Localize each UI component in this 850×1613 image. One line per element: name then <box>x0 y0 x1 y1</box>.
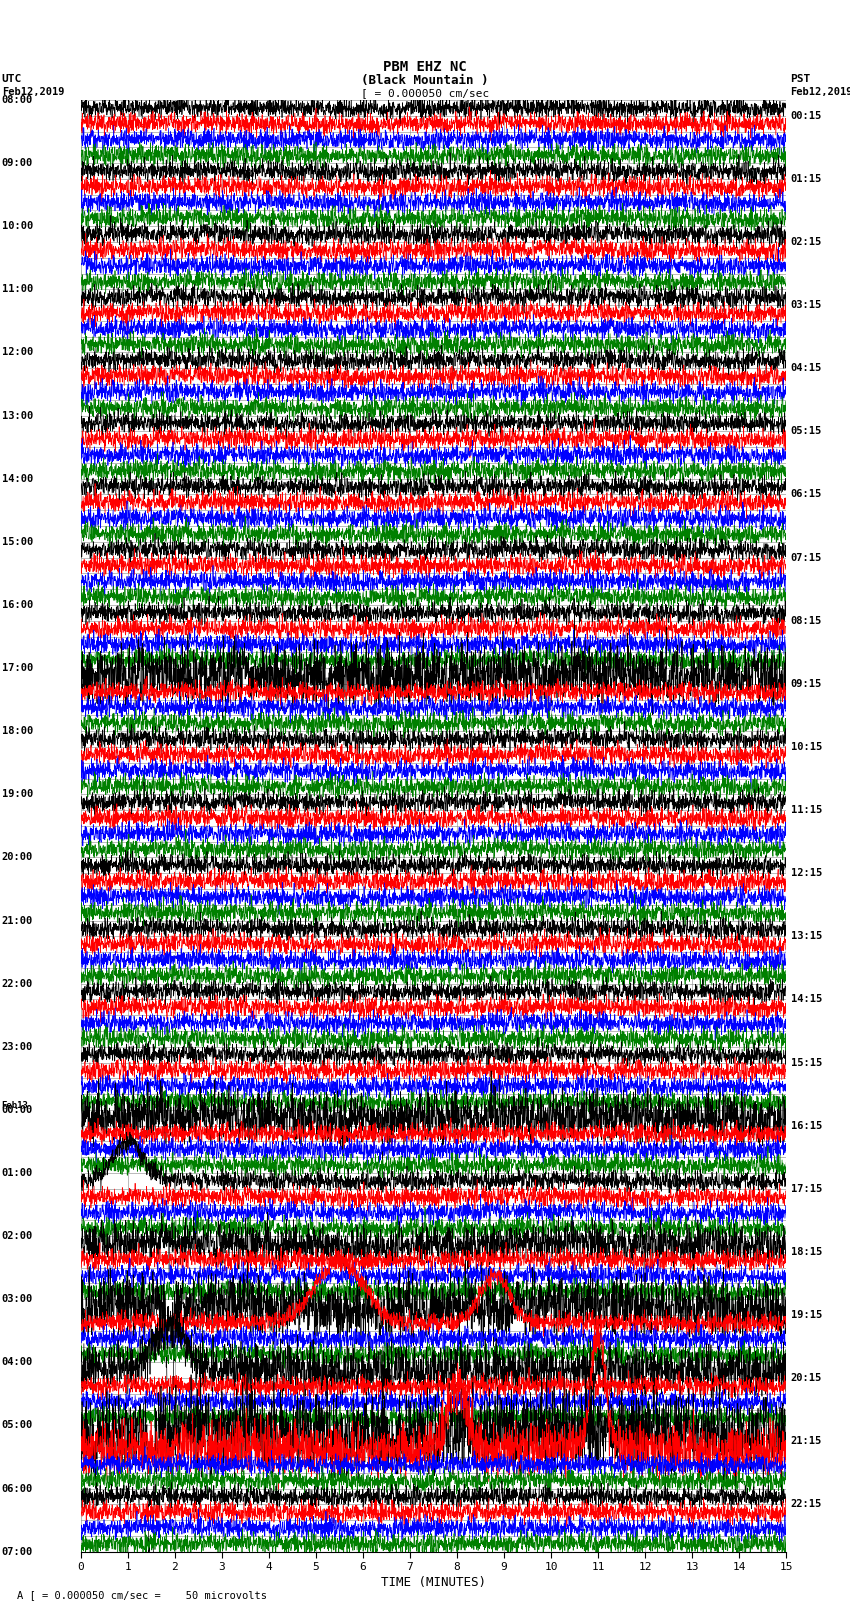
Text: 06:15: 06:15 <box>790 489 822 500</box>
Text: 07:00: 07:00 <box>2 1547 33 1557</box>
Text: 21:00: 21:00 <box>2 916 33 926</box>
Text: 11:00: 11:00 <box>2 284 33 294</box>
Text: PST: PST <box>790 74 811 84</box>
Text: 20:00: 20:00 <box>2 852 33 863</box>
Text: 22:00: 22:00 <box>2 979 33 989</box>
Text: 10:15: 10:15 <box>790 742 822 752</box>
Text: 19:00: 19:00 <box>2 789 33 800</box>
Text: 21:15: 21:15 <box>790 1436 822 1447</box>
Text: A [ = 0.000050 cm/sec =    50 microvolts: A [ = 0.000050 cm/sec = 50 microvolts <box>17 1590 267 1600</box>
Text: 18:00: 18:00 <box>2 726 33 736</box>
Text: [ = 0.000050 cm/sec: [ = 0.000050 cm/sec <box>361 89 489 98</box>
Text: 10:00: 10:00 <box>2 221 33 231</box>
Text: 00:00: 00:00 <box>2 1105 33 1115</box>
Text: Feb13: Feb13 <box>2 1102 29 1110</box>
Text: 17:15: 17:15 <box>790 1184 822 1194</box>
Text: 04:00: 04:00 <box>2 1358 33 1368</box>
Text: 02:15: 02:15 <box>790 237 822 247</box>
Text: 03:15: 03:15 <box>790 300 822 310</box>
Text: 03:00: 03:00 <box>2 1294 33 1305</box>
Text: 09:15: 09:15 <box>790 679 822 689</box>
Text: 16:00: 16:00 <box>2 600 33 610</box>
Text: 22:15: 22:15 <box>790 1500 822 1510</box>
Text: 15:15: 15:15 <box>790 1058 822 1068</box>
Text: 05:15: 05:15 <box>790 426 822 437</box>
Text: Feb12,2019: Feb12,2019 <box>2 87 65 97</box>
Text: 06:00: 06:00 <box>2 1484 33 1494</box>
Text: 02:00: 02:00 <box>2 1231 33 1240</box>
Text: 15:00: 15:00 <box>2 537 33 547</box>
Text: 01:15: 01:15 <box>790 174 822 184</box>
X-axis label: TIME (MINUTES): TIME (MINUTES) <box>381 1576 486 1589</box>
Text: 00:15: 00:15 <box>790 111 822 121</box>
Text: 18:15: 18:15 <box>790 1247 822 1257</box>
Text: 20:15: 20:15 <box>790 1373 822 1382</box>
Text: 08:00: 08:00 <box>2 95 33 105</box>
Text: 01:00: 01:00 <box>2 1168 33 1177</box>
Text: 16:15: 16:15 <box>790 1121 822 1131</box>
Text: PBM EHZ NC: PBM EHZ NC <box>383 60 467 74</box>
Text: 12:15: 12:15 <box>790 868 822 877</box>
Text: 08:15: 08:15 <box>790 616 822 626</box>
Text: 07:15: 07:15 <box>790 553 822 563</box>
Text: 14:00: 14:00 <box>2 474 33 484</box>
Text: 13:00: 13:00 <box>2 411 33 421</box>
Text: 04:15: 04:15 <box>790 363 822 373</box>
Text: 19:15: 19:15 <box>790 1310 822 1319</box>
Text: UTC: UTC <box>2 74 22 84</box>
Text: (Black Mountain ): (Black Mountain ) <box>361 74 489 87</box>
Text: 05:00: 05:00 <box>2 1421 33 1431</box>
Text: 11:15: 11:15 <box>790 805 822 815</box>
Text: 13:15: 13:15 <box>790 931 822 942</box>
Text: 14:15: 14:15 <box>790 995 822 1005</box>
Text: 17:00: 17:00 <box>2 663 33 673</box>
Text: Feb12,2019: Feb12,2019 <box>790 87 850 97</box>
Text: 09:00: 09:00 <box>2 158 33 168</box>
Text: 23:00: 23:00 <box>2 1042 33 1052</box>
Text: 12:00: 12:00 <box>2 347 33 358</box>
